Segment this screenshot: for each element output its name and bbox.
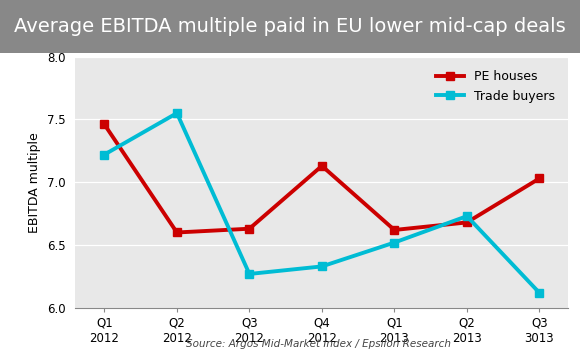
PE houses [318, 164, 325, 168]
PE houses [101, 122, 108, 127]
Trade buyers [246, 272, 253, 276]
Trade buyers [173, 111, 180, 115]
Trade buyers [391, 240, 398, 245]
Text: Average EBITDA multiple paid in EU lower mid-cap deals: Average EBITDA multiple paid in EU lower… [14, 17, 566, 36]
PE houses [536, 176, 543, 180]
Line: Trade buyers: Trade buyers [100, 109, 543, 297]
Trade buyers [463, 214, 470, 218]
PE houses [246, 227, 253, 231]
Trade buyers [318, 264, 325, 268]
Line: PE houses: PE houses [100, 120, 543, 237]
Trade buyers [101, 153, 108, 157]
PE houses [173, 230, 180, 234]
PE houses [463, 220, 470, 224]
Text: Source: Argos Mid-Market Index / Epsilon Research: Source: Argos Mid-Market Index / Epsilon… [187, 339, 451, 349]
Legend: PE houses, Trade buyers: PE houses, Trade buyers [429, 63, 562, 110]
Trade buyers [536, 291, 543, 295]
PE houses [391, 228, 398, 232]
Y-axis label: EBITDA multiple: EBITDA multiple [28, 132, 42, 233]
